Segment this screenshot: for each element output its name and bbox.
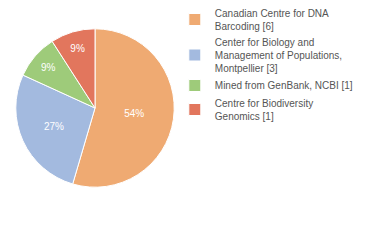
svg-text:9%: 9%: [70, 43, 85, 54]
svg-text:Centre for BiodiversityGenomic: Centre for BiodiversityGenomics [1]: [215, 98, 313, 122]
svg-text:27%: 27%: [44, 121, 64, 132]
svg-text:Center for Biology andManageme: Center for Biology andManagement of Popu…: [215, 37, 342, 74]
svg-text:9%: 9%: [41, 62, 56, 73]
svg-text:54%: 54%: [124, 108, 144, 119]
svg-text:Mined from GenBank, NCBI [1]: Mined from GenBank, NCBI [1]: [215, 80, 353, 91]
svg-text:Canadian Centre for DNABarcodi: Canadian Centre for DNABarcoding [6]: [215, 8, 329, 32]
